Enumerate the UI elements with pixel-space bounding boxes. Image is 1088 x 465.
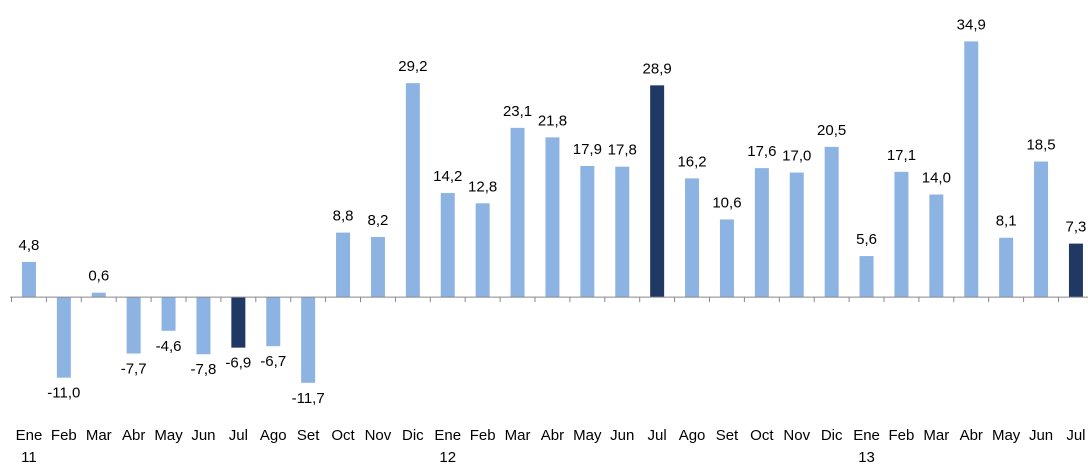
bar — [510, 127, 525, 298]
value-label: -7,7 — [121, 360, 147, 377]
bar — [21, 261, 36, 298]
bar — [475, 203, 490, 298]
bar — [545, 137, 560, 298]
value-label: 21,8 — [538, 112, 567, 129]
bar — [1068, 243, 1083, 298]
value-label: -11,0 — [47, 385, 80, 402]
value-label: 17,1 — [887, 147, 916, 164]
value-label: -7,8 — [191, 361, 217, 378]
year-label: 12 — [439, 449, 456, 465]
x-tick-label: Nov — [783, 427, 810, 444]
value-label: 17,9 — [573, 141, 602, 158]
bar — [405, 83, 420, 298]
x-tick-label: Mar — [505, 427, 531, 444]
x-tick-label: Set — [716, 427, 739, 444]
value-label: -4,6 — [156, 338, 182, 355]
x-tick-label: Abr — [541, 427, 564, 444]
x-tick-label: Jun — [191, 427, 215, 444]
value-label: 12,8 — [468, 178, 497, 195]
x-tick-label: Jul — [1066, 427, 1085, 444]
bar — [196, 297, 211, 355]
x-tick-label: Feb — [889, 427, 915, 444]
year-label: 11 — [21, 449, 37, 465]
value-label: 23,1 — [503, 103, 532, 120]
bar — [1034, 161, 1049, 298]
value-label: 7,3 — [1066, 219, 1087, 236]
x-tick-label: Feb — [51, 427, 77, 444]
value-label: 4,8 — [19, 237, 40, 254]
value-label: 16,2 — [677, 153, 706, 170]
x-tick-label: Set — [297, 427, 320, 444]
bar — [999, 237, 1014, 298]
bar — [685, 178, 700, 298]
x-tick-label: Abr — [960, 427, 983, 444]
value-label: 10,6 — [712, 194, 741, 211]
bar — [754, 168, 769, 298]
value-label: -6,9 — [225, 355, 251, 372]
bar — [161, 297, 176, 331]
x-tick-label: Ago — [679, 427, 706, 444]
x-tick-label: May — [573, 427, 602, 444]
value-label: 8,8 — [333, 208, 354, 225]
bar — [789, 172, 804, 298]
x-tick-label: Dic — [402, 427, 424, 444]
value-label: 17,0 — [782, 148, 811, 165]
x-tick-label: Ene — [16, 427, 43, 444]
value-label: 34,9 — [957, 16, 986, 33]
bar — [231, 297, 246, 348]
x-tick-label: Jul — [648, 427, 667, 444]
value-label: 14,2 — [433, 168, 462, 185]
x-tick-label: Oct — [750, 427, 774, 444]
x-tick-label: Jun — [610, 427, 634, 444]
value-label: -11,7 — [292, 390, 325, 407]
x-tick-label: May — [154, 427, 183, 444]
x-tick-label: Nov — [365, 427, 392, 444]
value-label: 28,9 — [643, 60, 672, 77]
value-label: -6,7 — [260, 353, 286, 370]
value-label: 5,6 — [856, 231, 877, 248]
x-tick-label: Feb — [470, 427, 496, 444]
bar — [929, 194, 944, 298]
bar — [56, 297, 71, 378]
bar — [824, 146, 839, 298]
bar — [964, 41, 979, 298]
value-label: 17,8 — [608, 142, 637, 159]
bar — [719, 219, 734, 298]
year-label: 13 — [858, 449, 875, 465]
bar — [266, 297, 281, 347]
bar — [859, 256, 874, 298]
x-tick-label: Oct — [331, 427, 355, 444]
value-label: 0,6 — [88, 268, 109, 285]
x-tick-label: May — [992, 427, 1021, 444]
x-tick-label: Mar — [86, 427, 112, 444]
bar — [615, 166, 630, 298]
value-label: 20,5 — [817, 122, 846, 139]
value-label: 29,2 — [398, 58, 427, 75]
bar — [650, 85, 665, 298]
bar — [894, 171, 909, 298]
bar — [440, 193, 455, 298]
x-tick-label: Ene — [853, 427, 880, 444]
bar — [336, 232, 351, 298]
bar — [301, 297, 316, 383]
value-label: 17,6 — [747, 143, 776, 160]
bar — [91, 292, 106, 298]
value-label: 18,5 — [1026, 137, 1055, 154]
x-tick-label: Ene — [434, 427, 461, 444]
x-tick-label: Dic — [821, 427, 843, 444]
x-tick-label: Jul — [229, 427, 248, 444]
bar — [370, 237, 385, 298]
x-tick-label: Mar — [923, 427, 949, 444]
x-tick-label: Ago — [260, 427, 287, 444]
value-label: 14,0 — [922, 169, 951, 186]
bar — [126, 297, 141, 354]
x-tick-label: Abr — [122, 427, 145, 444]
x-tick-label: Jun — [1029, 427, 1053, 444]
value-label: 8,1 — [996, 213, 1017, 230]
value-label: 8,2 — [368, 212, 389, 229]
bar — [580, 165, 595, 298]
